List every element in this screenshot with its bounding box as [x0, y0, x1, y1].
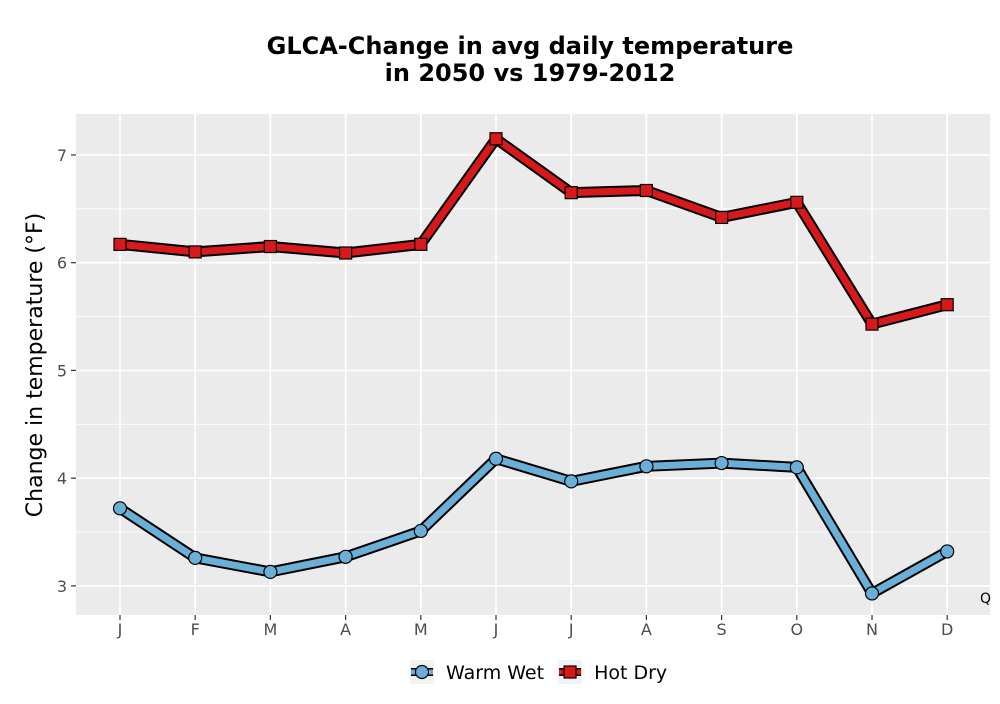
data-point [865, 317, 879, 331]
series-warm-wet [112, 451, 955, 601]
corner-mark: Q [980, 591, 991, 607]
x-tick-label: M [414, 620, 428, 639]
data-point [263, 239, 277, 254]
data-point [339, 246, 353, 260]
data-point [263, 564, 278, 580]
x-tick-label: N [866, 620, 878, 639]
data-point [188, 550, 203, 565]
chart-title-line-2: in 2050 vs 1979-2012 [385, 59, 676, 87]
x-tick-label: S [717, 620, 727, 639]
data-point [940, 298, 954, 312]
x-tick-label: A [641, 620, 652, 639]
data-point [338, 549, 353, 564]
data-point [188, 245, 202, 259]
legend-label: Hot Dry [594, 662, 667, 684]
data-point [413, 523, 428, 539]
x-tick-label: J [493, 620, 499, 639]
series-line-warm-wet [116, 455, 951, 597]
legend-key-marker [414, 664, 430, 680]
data-point [864, 586, 880, 601]
y-tick-label: 4 [57, 469, 67, 488]
legend-label: Warm Wet [446, 662, 544, 684]
y-tick-label: 6 [57, 254, 67, 273]
y-tick-label: 5 [57, 361, 67, 380]
legend-key-marker [563, 665, 577, 679]
data-point [789, 460, 804, 475]
series-hot-dry [113, 132, 954, 331]
x-tick-label: D [941, 620, 953, 639]
y-axis-ticks: 3 4 5 6 7 [57, 146, 76, 596]
series-line-hot-dry [116, 135, 951, 328]
series-layer [112, 132, 955, 601]
data-point [113, 237, 127, 251]
x-tick-label: M [263, 620, 277, 639]
data-point [714, 455, 729, 471]
data-point [564, 474, 579, 489]
data-point [488, 451, 504, 466]
plot-panel [76, 114, 990, 615]
y-axis-title: Change in temperature (°F) [23, 213, 48, 517]
legend-item-hot-dry: Hot Dry [558, 660, 667, 684]
data-point [639, 459, 654, 474]
data-point [489, 132, 503, 146]
data-point [790, 195, 804, 209]
x-tick-label: F [191, 620, 200, 639]
x-tick-label: A [340, 620, 351, 639]
legend: Warm Wet Hot Dry [410, 660, 667, 684]
data-point [940, 544, 955, 559]
x-tick-label: O [791, 620, 804, 639]
data-point [639, 183, 654, 198]
data-point [564, 186, 578, 200]
legend-item-warm-wet: Warm Wet [410, 660, 544, 684]
data-point [714, 210, 729, 225]
y-tick-label: 7 [57, 146, 67, 165]
y-tick-label: 3 [57, 577, 67, 596]
x-tick-label: J [568, 620, 574, 639]
data-point [414, 237, 428, 251]
chart-title-line-1: GLCA-Change in avg daily temperature [267, 32, 794, 60]
x-tick-label: J [117, 620, 123, 639]
data-point [112, 501, 128, 516]
